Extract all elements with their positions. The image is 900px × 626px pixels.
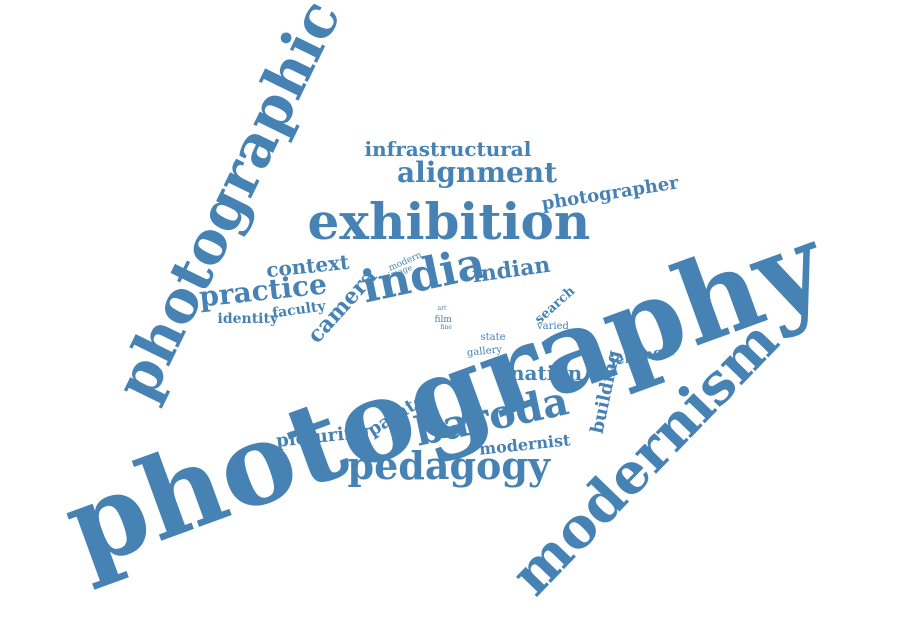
word-identity: identity bbox=[217, 311, 279, 327]
word-state: state bbox=[480, 332, 506, 343]
word-exhibition: exhibition bbox=[307, 192, 591, 251]
word-fine: fine bbox=[440, 324, 452, 331]
word-nation: nation bbox=[510, 361, 583, 385]
word-film: film bbox=[434, 314, 452, 325]
word-art: art bbox=[437, 305, 447, 312]
word-pedagogy: pedagogy bbox=[347, 443, 551, 488]
word-alignment: alignment bbox=[397, 156, 558, 189]
word-infrastructural: infrastructural bbox=[364, 137, 532, 161]
word-varied: varied bbox=[537, 321, 569, 332]
word-photographer: photographer bbox=[540, 172, 681, 215]
